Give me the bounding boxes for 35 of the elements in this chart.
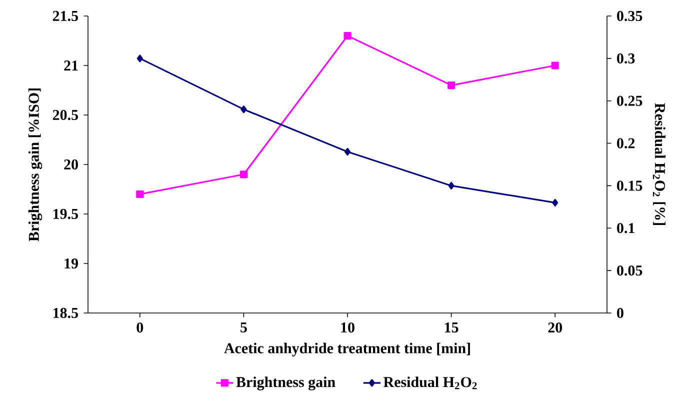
y-tick-label: 20 — [64, 159, 78, 170]
y-tick-label: 19.5 — [54, 208, 78, 220]
y2-tick-label: 0.25 — [617, 96, 642, 106]
point — [136, 190, 144, 198]
y-tick-label: 18.5 — [54, 308, 78, 318]
y2-tick-label: 0.3 — [617, 53, 635, 64]
point — [551, 62, 559, 70]
x-tick-label: 15 — [445, 322, 458, 332]
x-tick-label: 5 — [240, 322, 247, 332]
y2-tick-label: 0.35 — [617, 10, 642, 22]
point — [448, 81, 456, 90]
point — [240, 106, 247, 114]
legend-label: Brightness gain — [236, 376, 336, 390]
point — [344, 32, 352, 40]
y-tick-label: 20.5 — [52, 110, 78, 120]
legend-label: Residual H$_{2}$O$_{2}$ — [384, 376, 477, 390]
point — [344, 148, 351, 156]
y2-tick-label: 0.1 — [617, 223, 634, 234]
y-tick-label: 21 — [64, 60, 78, 70]
x-tick-label: 0 — [136, 322, 144, 333]
y-axis-title: Brightness gain [%ISO] — [28, 88, 42, 242]
point — [448, 182, 454, 190]
y2-tick-label: 0.15 — [617, 180, 642, 191]
y2-tick-label: 0.2 — [617, 138, 635, 148]
y2-tick-label: 0.05 — [617, 265, 642, 276]
point — [240, 170, 248, 178]
y2-tick-label: 0 — [617, 308, 624, 318]
y-tick-label: 19 — [64, 258, 78, 269]
x-axis-title: Acetic anhydride treatment time [min] — [224, 342, 470, 356]
point — [552, 198, 558, 206]
x-tick-label: 20 — [548, 322, 562, 333]
y-tick-label: 21.5 — [52, 10, 78, 22]
y2-axis-title: Residual H$_{2}$O$_{2}$ [%] — [652, 103, 666, 225]
point — [136, 54, 143, 62]
x-tick-label: 10 — [341, 322, 354, 333]
